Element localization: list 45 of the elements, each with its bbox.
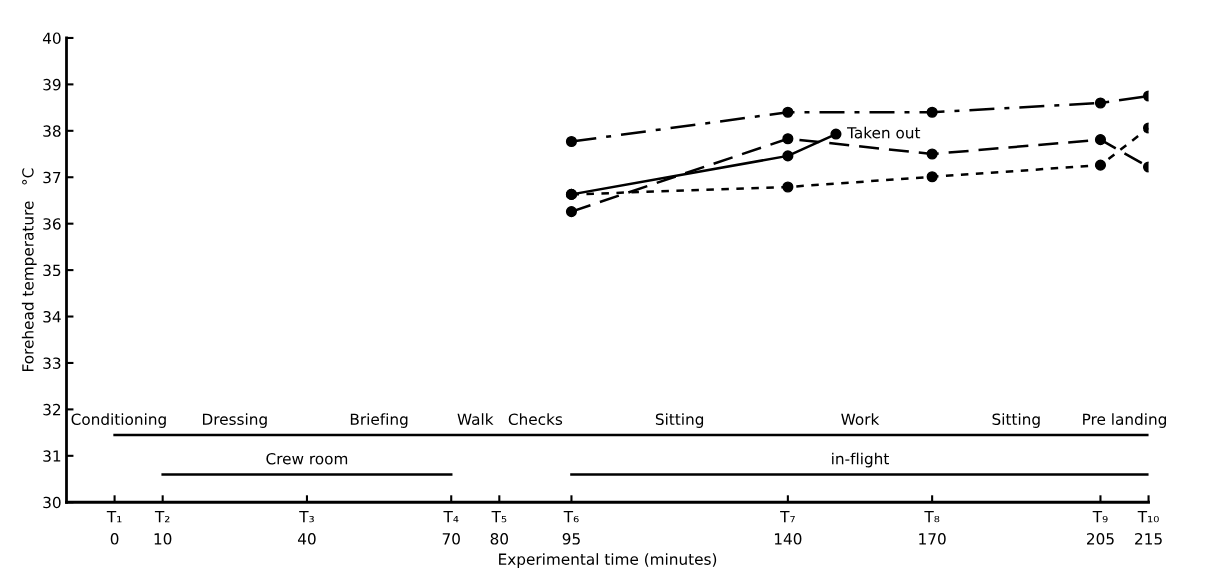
x-tick-label: 205 — [1087, 533, 1114, 545]
y-tick-label: 30 — [43, 496, 61, 509]
text: T₁ — [106, 511, 122, 523]
x-tick-label: 95 — [562, 533, 580, 545]
annotation: Sitting — [992, 413, 1040, 428]
y-tick-label: 31 — [43, 450, 61, 462]
y-tick-label: 40 — [42, 32, 61, 44]
text: T₄ — [443, 511, 459, 523]
x-tick-label: 10 — [154, 533, 172, 545]
x-tick-label: 140 — [774, 533, 802, 545]
text: T₅ — [491, 511, 507, 523]
annotation: Sitting — [655, 413, 704, 428]
x-tick-label: 70 — [442, 533, 460, 545]
x-tick-label: 40 — [297, 533, 316, 545]
text: T₂ — [154, 511, 170, 523]
y-tick-label: 34 — [43, 310, 61, 323]
x-tick-label: 0 — [110, 533, 119, 545]
annotation: Taken out — [847, 126, 921, 139]
x-tick-label: 80 — [490, 533, 509, 545]
y-tick-label: 36 — [43, 218, 61, 230]
text: T₇ — [780, 511, 795, 523]
text: T₉ — [1092, 511, 1108, 523]
y-tick-label: 33 — [43, 357, 61, 369]
annotation: Pre landing — [1083, 413, 1166, 428]
annotation: Dressing — [202, 413, 267, 428]
annotation: Walk — [457, 413, 494, 426]
y-tick-label: 37 — [43, 171, 61, 184]
annotation: Checks — [508, 413, 563, 426]
y-tick-label: 32 — [43, 403, 61, 416]
annotation: Crew room — [266, 452, 348, 465]
y-axis-title: Forehead temperature °C — [21, 168, 37, 372]
x-tick-label: 215 — [1135, 533, 1162, 545]
text: T₁₀ — [1137, 511, 1159, 523]
text: T₆ — [563, 511, 579, 523]
annotation: Work — [841, 413, 880, 426]
x-axis-title: Experimental time (minutes) — [499, 553, 717, 568]
y-tick-label: 35 — [43, 264, 61, 277]
text: T₃ — [299, 511, 314, 523]
annotation: in-flight — [832, 452, 889, 468]
annotation: Briefing — [350, 413, 408, 428]
x-tick-label: 170 — [919, 533, 946, 545]
y-tick-label: 39 — [43, 78, 61, 91]
text: T₈ — [924, 511, 940, 523]
y-tick-label: 38 — [43, 125, 61, 137]
annotation: Conditioning — [71, 413, 166, 428]
